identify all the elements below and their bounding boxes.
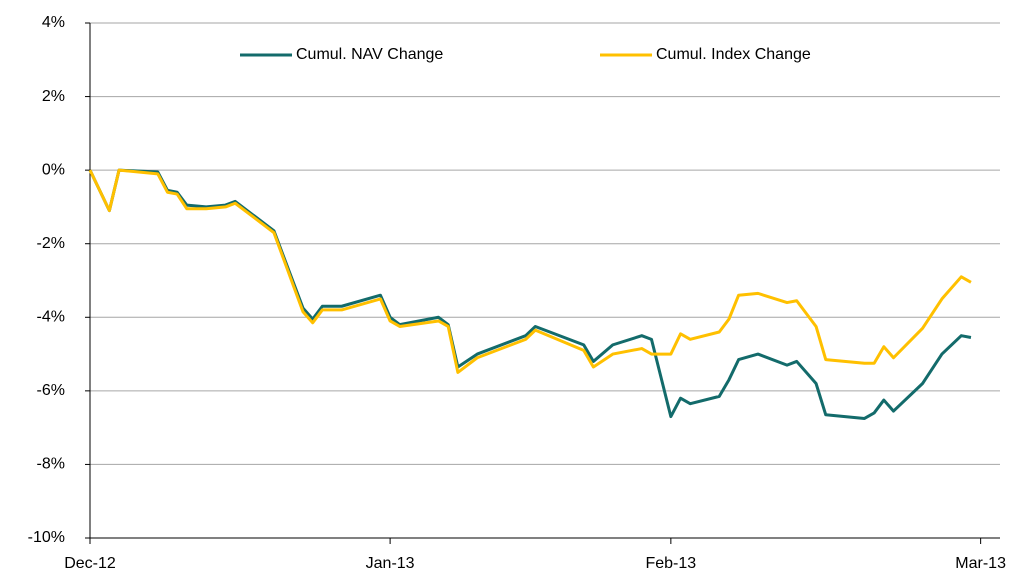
- x-tick-label: Mar-13: [955, 555, 1006, 572]
- y-tick-label: 4%: [42, 14, 65, 31]
- x-tick-label: Dec-12: [64, 555, 116, 572]
- legend-label: Cumul. Index Change: [656, 46, 811, 63]
- y-tick-label: -6%: [37, 382, 65, 399]
- y-tick-label: -2%: [37, 235, 65, 252]
- series-line: [88, 168, 972, 374]
- y-tick-label: 0%: [42, 161, 65, 178]
- y-tick-label: -4%: [37, 309, 65, 326]
- x-tick-label: Jan-13: [366, 555, 415, 572]
- y-tick-label: 2%: [42, 88, 65, 105]
- series-line: [88, 168, 972, 420]
- y-tick-label: -8%: [37, 456, 65, 473]
- x-tick-label: Feb-13: [645, 555, 696, 572]
- y-tick-label: -10%: [28, 529, 65, 546]
- legend-label: Cumul. NAV Change: [296, 46, 443, 63]
